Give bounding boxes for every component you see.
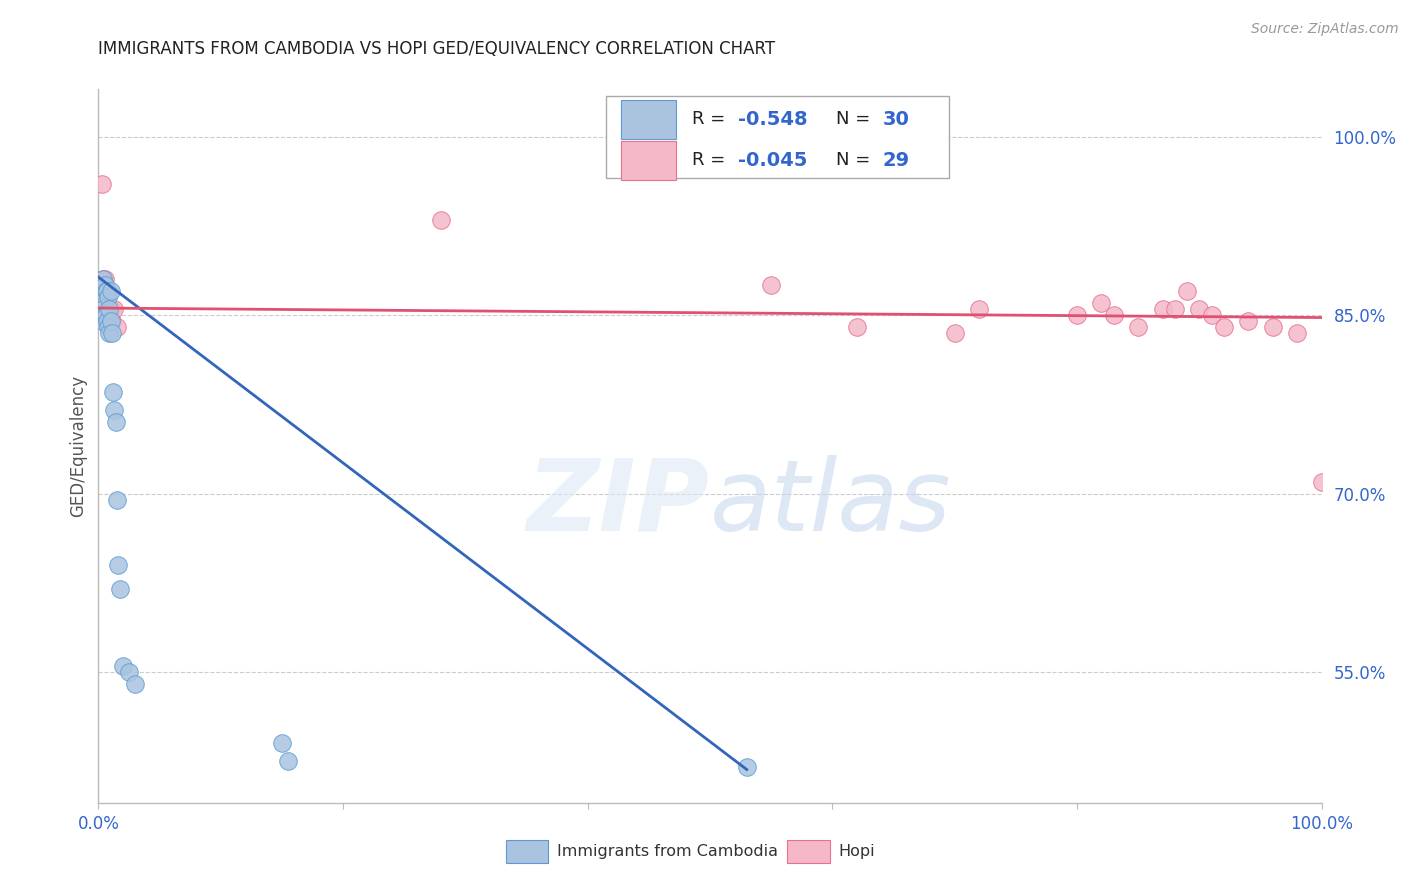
Point [91,302,114,317]
Point [277,754,299,768]
Point [91,272,114,286]
Point [1261,320,1284,334]
Point [98,326,121,340]
Point [91,285,114,299]
Text: R =: R = [692,111,731,128]
Point [96,314,118,328]
Point [124,677,146,691]
Point [104,415,127,429]
Point [967,302,990,317]
Point [91,178,114,192]
Point [1188,302,1211,317]
Point [100,302,122,317]
Point [93,308,115,322]
Text: -0.045: -0.045 [738,151,807,169]
Point [1152,302,1174,317]
Point [1090,296,1112,310]
Point [1102,308,1125,322]
Point [97,285,120,299]
Point [98,302,121,317]
Point [270,736,294,750]
Point [1164,302,1187,317]
Point [91,272,114,286]
Point [1066,308,1088,322]
Point [93,278,115,293]
Point [101,326,124,340]
Point [101,385,124,400]
Text: 29: 29 [883,151,910,169]
Point [103,302,125,317]
Text: N =: N = [837,111,876,128]
Text: Immigrants from Cambodia: Immigrants from Cambodia [557,845,778,859]
Point [97,290,120,304]
Point [94,308,117,322]
Point [111,659,134,673]
Y-axis label: GED/Equivalency: GED/Equivalency [69,375,87,517]
Point [93,272,115,286]
Text: IMMIGRANTS FROM CAMBODIA VS HOPI GED/EQUIVALENCY CORRELATION CHART: IMMIGRANTS FROM CAMBODIA VS HOPI GED/EQU… [98,40,776,58]
Point [1201,308,1223,322]
Point [105,320,128,334]
Point [943,326,966,340]
Point [761,278,783,293]
Point [91,302,114,317]
FancyBboxPatch shape [620,141,676,180]
Point [100,314,122,328]
Text: ZIP: ZIP [527,455,710,551]
Point [1310,475,1333,489]
Point [430,213,453,227]
Point [97,320,120,334]
Point [1237,314,1260,328]
Point [1128,320,1150,334]
Point [105,492,128,507]
Text: atlas: atlas [710,455,952,551]
Point [91,314,114,328]
Point [845,320,868,334]
Text: N =: N = [837,152,876,169]
Text: Source: ZipAtlas.com: Source: ZipAtlas.com [1251,22,1399,37]
Point [110,582,132,596]
Point [1286,326,1309,340]
Point [118,665,141,679]
Text: Hopi: Hopi [838,845,875,859]
Point [101,314,124,328]
Point [98,302,121,317]
Point [1212,320,1234,334]
Point [1175,285,1198,299]
Text: R =: R = [692,152,731,169]
Point [94,285,117,299]
Point [735,760,758,774]
Point [107,558,129,572]
Point [103,403,125,417]
Text: 30: 30 [883,110,910,128]
Point [96,285,118,299]
Point [100,285,122,299]
FancyBboxPatch shape [620,100,676,139]
Text: -0.548: -0.548 [738,110,808,128]
Point [96,285,118,299]
FancyBboxPatch shape [606,96,949,178]
